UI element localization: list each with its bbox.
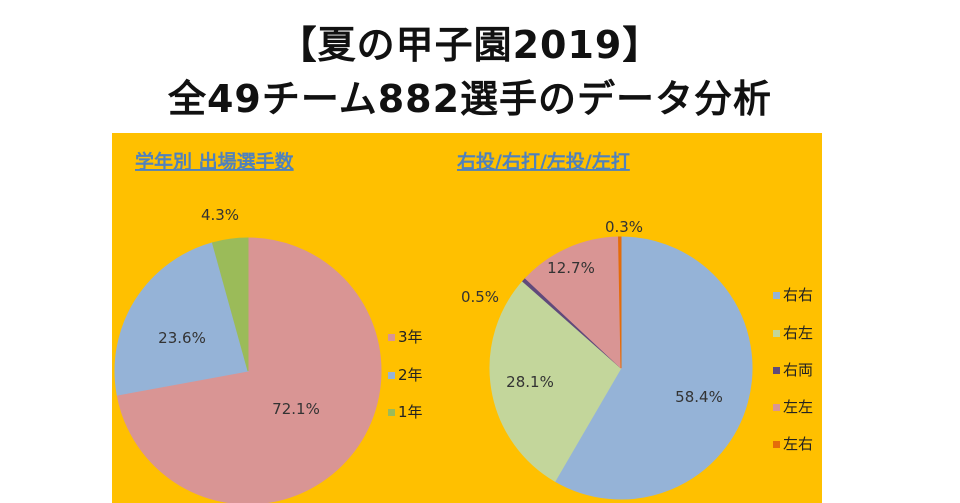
data-label: 0.3% xyxy=(605,218,643,236)
legend-swatch xyxy=(773,292,780,299)
data-label: 0.5% xyxy=(461,288,499,306)
crop-edge xyxy=(822,133,960,503)
data-label: 23.6% xyxy=(158,329,206,347)
legend-swatch xyxy=(388,372,395,379)
pie-slice-1-1 xyxy=(489,280,622,482)
legend-swatch xyxy=(388,334,395,341)
legend-swatch xyxy=(773,367,780,374)
legend-label: 右両 xyxy=(783,361,813,379)
data-label: 72.1% xyxy=(272,400,320,418)
pie-slice-1-3 xyxy=(524,236,622,370)
legend-label: 2年 xyxy=(398,366,423,384)
pie-slice-0-2 xyxy=(211,237,249,372)
data-label: 12.7% xyxy=(547,259,595,277)
legend-label: 左左 xyxy=(783,398,813,416)
legend-swatch xyxy=(388,409,395,416)
legend-swatch xyxy=(773,330,780,337)
chart-title: 右投/右打/左投/左打 xyxy=(456,150,630,173)
chart-title: 学年別 出場選手数 xyxy=(135,150,295,173)
legend-swatch xyxy=(773,441,780,448)
pie-slice-1-4 xyxy=(618,236,622,369)
legend-label: 3年 xyxy=(398,328,423,346)
legend-swatch xyxy=(773,404,780,411)
page-title-line1: 【夏の甲子園2019】 xyxy=(278,23,662,67)
pie-slice-1-0 xyxy=(554,236,753,500)
legend-label: 右左 xyxy=(783,324,813,342)
page-title-line2: 全49チーム882選手のデータ分析 xyxy=(167,77,773,121)
pie-slice-0-1 xyxy=(114,242,249,396)
data-label: 4.3% xyxy=(201,206,239,224)
legend-label: 右右 xyxy=(783,286,813,304)
legend-label: 左右 xyxy=(783,435,813,453)
data-label: 28.1% xyxy=(506,373,554,391)
legend-label: 1年 xyxy=(398,403,423,421)
pie-slice-0-0 xyxy=(116,237,382,503)
data-label: 58.4% xyxy=(675,388,723,406)
